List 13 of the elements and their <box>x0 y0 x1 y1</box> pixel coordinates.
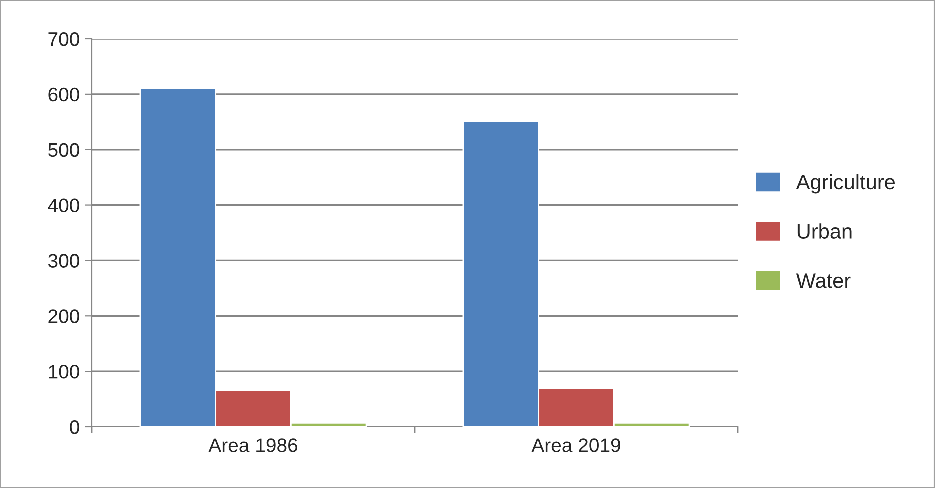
y-tick-label: 200 <box>48 310 80 324</box>
y-tick-label: 500 <box>48 143 80 158</box>
y-tick-label: 300 <box>48 254 80 268</box>
y-tick-label: 400 <box>48 198 80 213</box>
x-tick-label: Area 1986 <box>208 438 298 452</box>
y-tick-label: 100 <box>49 365 80 379</box>
legend-label: Agriculture <box>796 174 895 194</box>
legend-label: Urban <box>798 224 852 239</box>
legend-label: Water <box>796 274 851 288</box>
y-tick-label: 700 <box>48 32 80 46</box>
y-tick-label: 0 <box>70 420 80 434</box>
x-tick-label: Area 2019 <box>532 438 620 452</box>
y-tick-label: 600 <box>48 88 80 102</box>
